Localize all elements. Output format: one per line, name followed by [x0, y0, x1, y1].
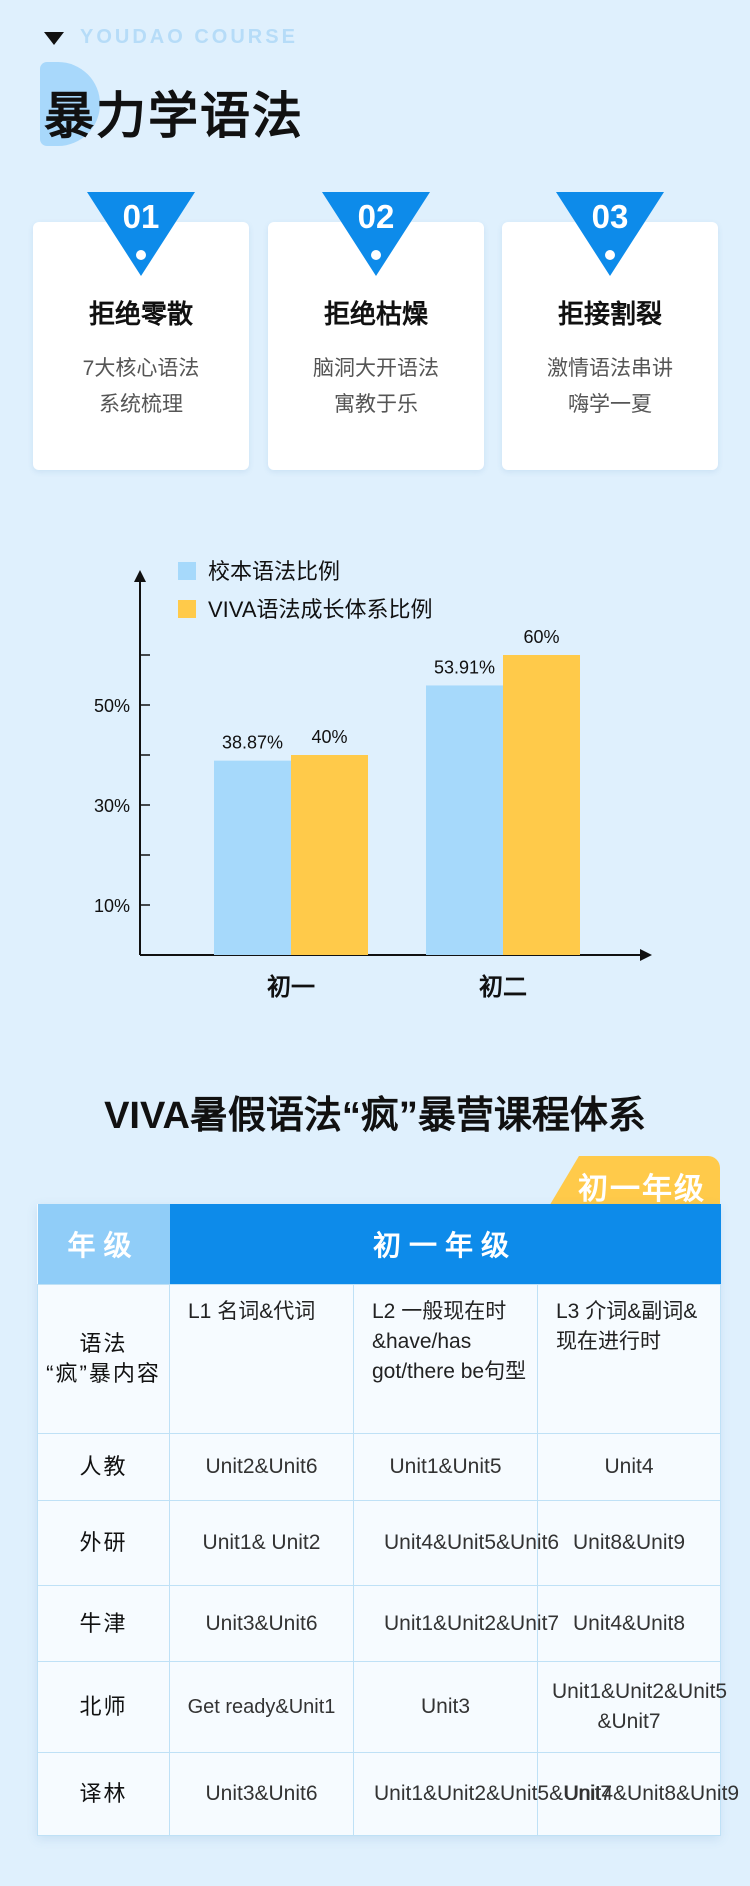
- table-cell: Unit4: [537, 1433, 721, 1501]
- dot-icon: [371, 250, 381, 260]
- triangle-down-icon: [44, 32, 64, 45]
- table-cell: Unit8&Unit9: [537, 1500, 721, 1586]
- row-label: 人教: [37, 1433, 170, 1501]
- table-row: 外研 Unit1& Unit2 Unit4&Unit5&Unit6 Unit8&…: [37, 1500, 721, 1586]
- row-label: 语法 “疯”暴内容: [37, 1284, 170, 1434]
- x-tick-label: 初二: [479, 974, 527, 1001]
- y-tick-label: 30%: [94, 796, 130, 816]
- course-table-container: 年级 初一年级 语法 “疯”暴内容 L1 名词&代词 L2 一般现在时&have…: [37, 1204, 739, 1836]
- course-table: 年级 初一年级 语法 “疯”暴内容 L1 名词&代词 L2 一般现在时&have…: [37, 1204, 739, 1836]
- table-cell: Unit3: [353, 1661, 538, 1753]
- feature-title: 拒接割裂: [557, 299, 662, 329]
- feature-card-1: 01 拒绝零散 7大核心语法 系统梳理: [33, 192, 249, 470]
- y-tick-label: 10%: [94, 896, 130, 916]
- page-title: 暴力学语法: [44, 88, 304, 144]
- table-row: 北师 Get ready&Unit1 Unit3 Unit1&Unit2&Uni…: [37, 1661, 727, 1753]
- legend-label: 校本语法比例: [208, 559, 340, 584]
- feature-card-3: 03 拒接割裂 激情语法串讲 嗨学一夏: [502, 192, 718, 470]
- feature-line-2: 寓教于乐: [334, 393, 418, 416]
- grade-tab: 初一年级: [548, 1156, 720, 1208]
- feature-number: 02: [357, 198, 395, 235]
- y-tick-label: 50%: [94, 696, 130, 716]
- feature-line-1: 7大核心语法: [82, 357, 200, 380]
- feature-number: 01: [122, 198, 160, 235]
- bar: [503, 655, 580, 955]
- table-cell: Get ready&Unit1: [169, 1661, 354, 1753]
- table-cell: Unit1&Unit2&Unit5&Unit7: [353, 1752, 612, 1836]
- table-cell: Unit1&Unit5: [353, 1433, 538, 1501]
- data-label: 53.91%: [434, 657, 495, 677]
- data-label: 60%: [523, 627, 559, 647]
- table-row: 人教 Unit2&Unit6 Unit1&Unit5 Unit4: [37, 1433, 721, 1501]
- table-cell: L3 介词&副词&现在进行时: [537, 1284, 721, 1434]
- table-cell: Unit1& Unit2: [169, 1500, 354, 1586]
- bar: [291, 755, 368, 955]
- triangle-badge-icon: [322, 192, 430, 276]
- brand-label: YOUDAO COURSE: [80, 26, 298, 48]
- feature-title: 拒绝枯燥: [323, 299, 428, 329]
- data-label: 38.87%: [222, 733, 283, 753]
- grade-tab-label: 初一年级: [578, 1173, 706, 1206]
- feature-line-2: 嗨学一夏: [568, 393, 652, 416]
- table-row: 语法 “疯”暴内容 L1 名词&代词 L2 一般现在时&have/has got…: [37, 1284, 721, 1434]
- legend-swatch: [178, 600, 196, 618]
- table-cell: Unit3&Unit6: [169, 1752, 354, 1836]
- x-axis-arrow-icon: [640, 949, 652, 961]
- triangle-badge-icon: [87, 192, 195, 276]
- row-label: 译林: [37, 1752, 170, 1836]
- data-label: 40%: [311, 727, 347, 747]
- table-cell: Unit4&Unit5&Unit6: [353, 1500, 559, 1586]
- table-header-row: 年级 初一年级: [37, 1204, 721, 1285]
- x-tick-label: 初一: [267, 974, 315, 1001]
- dot-icon: [136, 250, 146, 260]
- course-section-title: VIVA暑假语法“疯”暴营课程体系: [104, 1095, 646, 1137]
- legend-label: VIVA语法成长体系比例: [208, 597, 433, 622]
- feature-card-2: 02 拒绝枯燥 脑洞大开语法 寓教于乐: [268, 192, 484, 470]
- grade-column-header: 年级: [37, 1204, 170, 1285]
- feature-line-1: 脑洞大开语法: [313, 357, 439, 380]
- dot-icon: [605, 250, 615, 260]
- table-cell: Unit1&Unit2&Unit5 &Unit7: [537, 1661, 727, 1753]
- table-cell: Unit4&Unit8: [537, 1585, 721, 1662]
- grade-title-header: 初一年级: [169, 1204, 721, 1285]
- table-cell: L1 名词&代词: [169, 1284, 354, 1434]
- row-label: 北师: [37, 1661, 170, 1753]
- table-cell: Unit3&Unit6: [169, 1585, 354, 1662]
- bar: [426, 685, 503, 955]
- table-cell: Unit1&Unit2&Unit7: [353, 1585, 559, 1662]
- legend-swatch: [178, 562, 196, 580]
- bar: [214, 760, 291, 955]
- feature-title: 拒绝零散: [88, 299, 193, 329]
- feature-line-1: 激情语法串讲: [547, 357, 673, 380]
- page-header: YOUDAO COURSE 暴力学语法: [0, 0, 750, 150]
- table-cell: L2 一般现在时&have/has got/there be句型: [353, 1284, 538, 1434]
- row-label: 牛津: [37, 1585, 170, 1662]
- row-label: 外研: [37, 1500, 170, 1586]
- feature-number: 03: [591, 198, 629, 235]
- table-row: 译林 Unit3&Unit6 Unit1&Unit2&Unit5&Unit7 U…: [37, 1752, 739, 1836]
- table-cell: Unit4&Unit8&Unit9: [537, 1752, 739, 1836]
- table-cell: Unit2&Unit6: [169, 1433, 354, 1501]
- y-axis-arrow-icon: [134, 570, 146, 582]
- triangle-badge-icon: [556, 192, 664, 276]
- comparison-bar-chart: 10% 30% 50% 38.87% 40% 初一 53.91% 60% 初二 校本语法比例 VIV…: [94, 559, 652, 1001]
- table-row: 牛津 Unit3&Unit6 Unit1&Unit2&Unit7 Unit4&U…: [37, 1585, 721, 1662]
- feature-line-2: 系统梳理: [99, 393, 183, 416]
